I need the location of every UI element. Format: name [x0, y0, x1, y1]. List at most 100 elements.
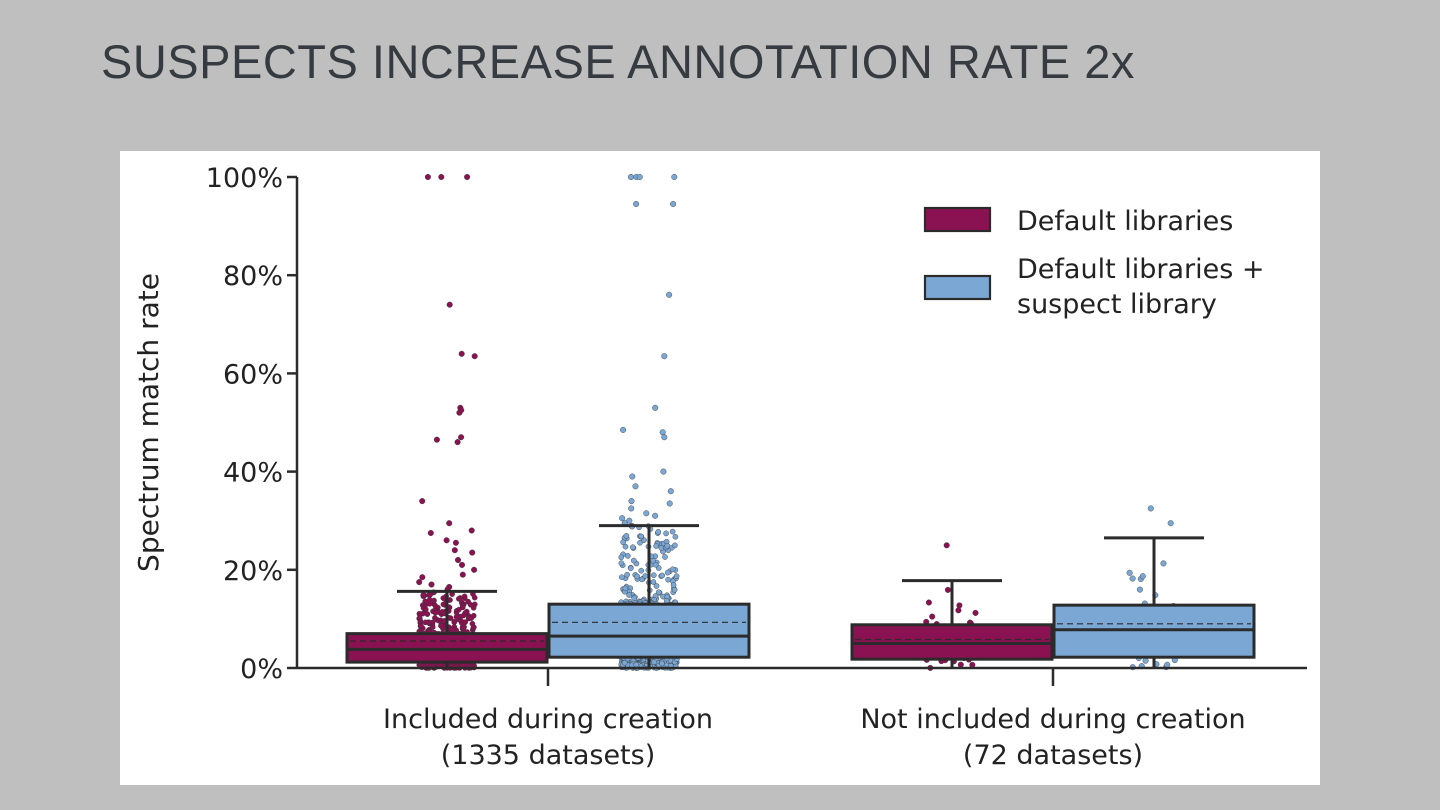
strip-point	[432, 609, 439, 616]
strip-point	[420, 592, 427, 598]
strip-point	[416, 615, 423, 622]
y-tick-label: 60%	[223, 359, 283, 390]
strip-point	[955, 607, 962, 614]
strip-point	[642, 573, 649, 579]
strip-point	[638, 533, 645, 540]
y-tick-label: 40%	[223, 458, 283, 489]
strip-point	[655, 529, 662, 535]
outlier-point	[428, 581, 435, 588]
strip-point	[453, 613, 460, 620]
strip-point	[972, 609, 979, 616]
strip-point	[425, 619, 432, 626]
strip-point	[669, 566, 676, 573]
strip-point	[416, 610, 423, 617]
outlier-point	[419, 574, 426, 581]
strip-point	[651, 572, 657, 579]
strip-point	[471, 594, 478, 601]
legend-label-suspect-line2: suspect library	[1017, 289, 1217, 320]
outlier-point	[458, 434, 465, 441]
strip-point	[622, 585, 629, 592]
strip-point	[1136, 586, 1143, 593]
strip-point	[468, 615, 475, 622]
strip-point	[626, 592, 632, 598]
outlier-point	[459, 571, 466, 578]
strip-point	[655, 589, 662, 596]
outlier-point	[456, 409, 463, 416]
outlier-point	[628, 498, 635, 505]
strip-point	[664, 569, 671, 576]
strip-point	[460, 612, 467, 619]
outlier-point	[419, 498, 426, 505]
strip-point	[462, 619, 469, 625]
outlier-point	[459, 561, 466, 568]
strip-point	[432, 603, 439, 610]
strip-point	[471, 624, 477, 631]
strip-point	[461, 593, 468, 600]
strip-point	[662, 554, 668, 560]
strip-point	[630, 544, 636, 551]
strip-point	[653, 543, 660, 549]
strip-point	[624, 553, 631, 559]
outlier-point	[433, 436, 440, 443]
strip-point	[637, 539, 643, 546]
outlier-point	[424, 174, 431, 181]
strip-point	[440, 601, 447, 608]
outlier-point	[667, 488, 674, 495]
y-axis-label: Spectrum match rate	[132, 273, 165, 572]
axes-layer: 0% 20% 40% 60% 80% 100% Spectrum match rate Inc…	[132, 163, 1307, 771]
strip-point	[672, 542, 678, 549]
outlier-point	[661, 434, 668, 441]
outlier-point	[451, 547, 458, 554]
strip-point	[618, 574, 625, 581]
outlier-point	[458, 350, 465, 357]
strip-point	[630, 557, 637, 564]
strip-point	[631, 595, 638, 602]
strip-point	[956, 602, 963, 609]
outlier-point	[666, 291, 673, 298]
x-tick-label: (72 datasets)	[963, 740, 1143, 771]
strip-point	[620, 539, 626, 546]
strip-point	[663, 530, 669, 537]
strip-point	[622, 543, 629, 550]
slide-title: SUSPECTS INCREASE ANNOTATION RATE 2x	[101, 35, 1135, 88]
y-tick-label: 100%	[206, 163, 283, 194]
strip-point	[618, 560, 625, 567]
strip-point	[669, 528, 676, 535]
strip-point	[429, 624, 436, 630]
strip-point	[1160, 560, 1167, 567]
outlier-point	[455, 557, 462, 564]
outlier-point	[427, 530, 434, 537]
strip-point	[650, 579, 657, 585]
outlier-point	[416, 579, 423, 586]
strip-point	[455, 595, 462, 602]
strip-point	[426, 596, 433, 603]
outlier-point	[469, 549, 476, 556]
outlier-point	[628, 174, 635, 181]
chart-panel: 0% 20% 40% 60% 80% 100% Spectrum match rate Inc…	[120, 151, 1320, 785]
strip-point	[451, 618, 458, 625]
outlier-point	[632, 483, 639, 490]
outlier-point	[666, 500, 673, 507]
strip-point	[1142, 657, 1149, 664]
strip-point	[624, 571, 630, 578]
outlier-point	[643, 510, 650, 517]
outlier-point	[633, 201, 640, 208]
strip-point	[665, 576, 671, 583]
outlier-point	[619, 515, 626, 522]
outlier-point	[660, 468, 667, 475]
strip-point	[1126, 569, 1133, 576]
strip-point	[618, 554, 625, 561]
strip-point	[436, 617, 442, 624]
outlier-point	[454, 439, 461, 446]
strip-point	[670, 582, 677, 588]
strip-point	[925, 599, 932, 606]
strip-point	[455, 606, 462, 613]
y-tick-label: 20%	[223, 556, 283, 587]
outlier-point	[1167, 520, 1174, 527]
strip-point	[653, 583, 660, 589]
strip-point	[659, 572, 666, 579]
strip-point	[439, 608, 446, 615]
strip-point	[957, 661, 964, 668]
strip-point	[1129, 575, 1136, 582]
legend-label-suspect-line1: Default libraries +	[1017, 254, 1265, 285]
